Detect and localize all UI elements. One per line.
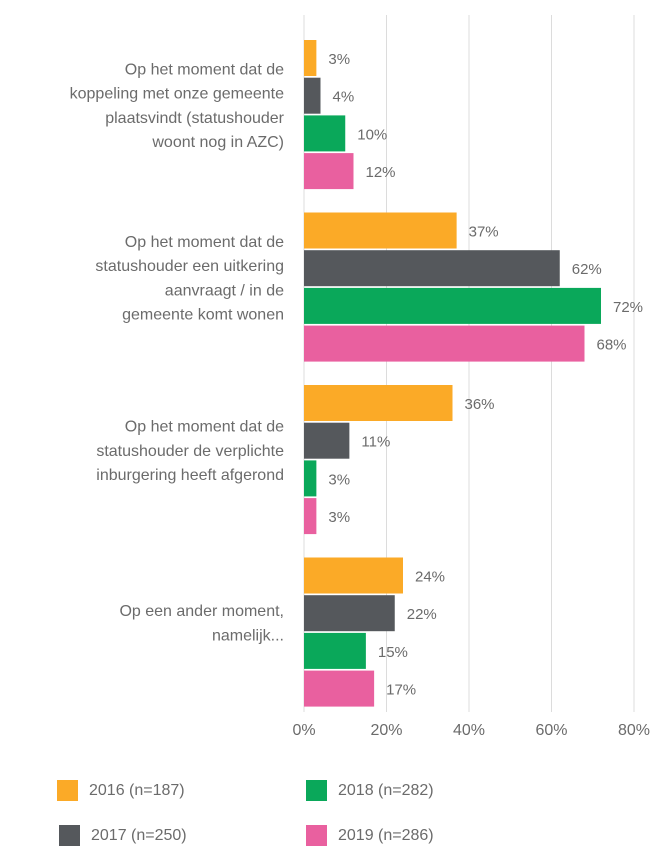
bar [304, 212, 457, 249]
value-label: 4% [333, 89, 355, 106]
category-label: statushouder een uitkering [95, 258, 284, 275]
value-label: 10% [357, 126, 387, 143]
bar [304, 40, 317, 76]
legend-label: 2017 (n=250) [91, 827, 187, 844]
value-label: 3% [328, 471, 350, 488]
value-label: 62% [572, 261, 602, 278]
legend-swatch [59, 825, 80, 846]
category-label: aanvraagt / in de [165, 282, 284, 299]
bar [304, 498, 317, 535]
value-label: 3% [328, 51, 350, 68]
value-label: 3% [328, 509, 350, 526]
bar [304, 670, 375, 707]
category-label: Op een ander moment, [119, 603, 284, 620]
value-label: 36% [465, 396, 495, 413]
x-tick-label: 40% [453, 722, 485, 739]
category-label: statushouder de verplichte [96, 443, 284, 460]
bar [304, 153, 354, 190]
category-label: Op het moment dat de [125, 61, 284, 78]
value-label: 37% [469, 223, 499, 240]
legend-swatch [306, 825, 327, 846]
bar [304, 250, 560, 287]
bar [304, 385, 453, 421]
legend-label: 2016 (n=187) [89, 782, 185, 799]
category-label: Op het moment dat de [125, 234, 284, 251]
value-label: 11% [361, 434, 390, 451]
bar [304, 115, 346, 152]
legend-label: 2019 (n=286) [338, 827, 434, 844]
value-label: 15% [378, 644, 408, 661]
category-label: gemeente komt wonen [122, 307, 284, 324]
category-label: namelijk... [212, 627, 284, 644]
legend-swatch [57, 780, 78, 801]
category-label: Op het moment dat de [125, 418, 284, 435]
bar [304, 557, 403, 594]
value-label: 17% [386, 682, 416, 699]
bar [304, 595, 395, 632]
value-label: 12% [366, 164, 396, 181]
value-label: 68% [597, 337, 627, 354]
legend-label: 2018 (n=282) [338, 782, 434, 799]
category-label: woont nog in AZC) [151, 134, 284, 151]
value-label: 24% [415, 568, 445, 585]
bar [304, 325, 585, 362]
value-label: 72% [613, 299, 643, 316]
category-label: koppeling met onze gemeente [70, 86, 284, 103]
legend-swatch [306, 780, 327, 801]
x-tick-label: 0% [292, 722, 315, 739]
x-tick-label: 60% [535, 722, 567, 739]
bar [304, 422, 350, 459]
x-tick-label: 80% [618, 722, 650, 739]
bar [304, 287, 601, 324]
bar [304, 632, 366, 669]
bar [304, 77, 321, 114]
bar [304, 460, 317, 497]
value-label: 22% [407, 606, 437, 623]
category-label: plaatsvindt (statushouder [105, 110, 284, 127]
x-tick-label: 20% [370, 722, 402, 739]
category-label: inburgering heeft afgerond [96, 467, 284, 484]
